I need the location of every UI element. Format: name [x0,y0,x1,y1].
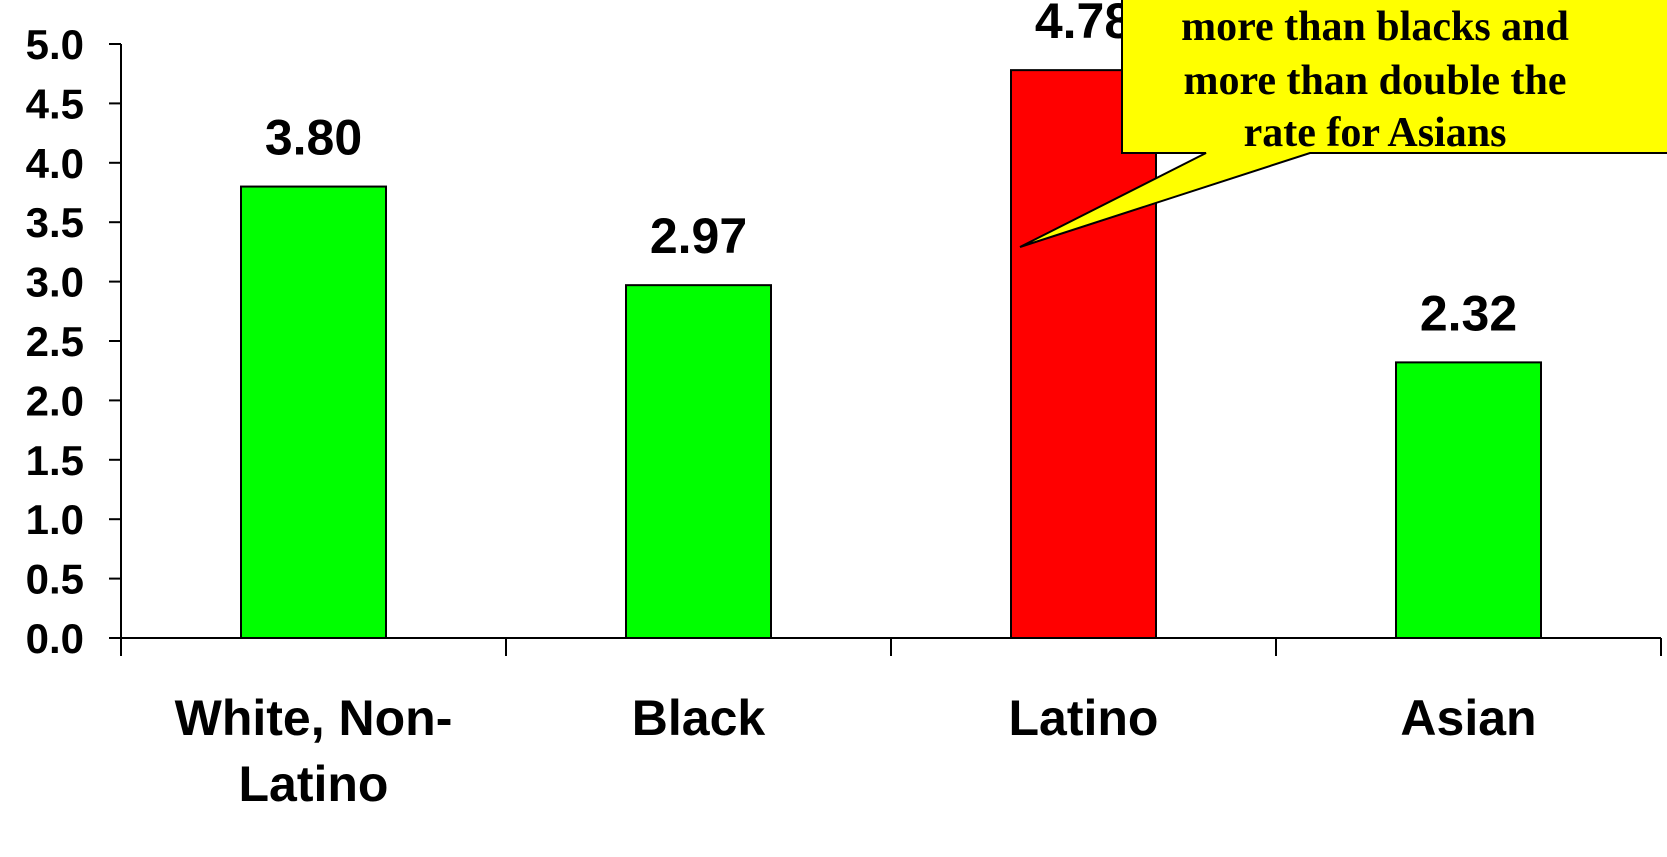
category-label: Black [632,690,766,746]
category-label-line: Latino [1009,690,1159,746]
category-label-line: Black [632,690,766,746]
bar-white-non-latino [240,185,387,639]
y-tick-label: 2.5 [26,318,84,365]
category-label-line: White, Non- [175,690,453,746]
category-label: White, Non- Latino [175,690,453,812]
category-label: Asian [1400,690,1536,746]
value-label: 2.97 [650,208,747,264]
y-tick-label: 2.0 [26,377,84,424]
y-tick-label: 5.0 [26,21,84,68]
category-label: Latino [1009,690,1159,746]
bar-black [625,284,772,639]
y-tick-label: 4.0 [26,140,84,187]
callout-text-line: more than blacks and [1181,4,1569,50]
callout: more than blacks and more than double the… [1019,0,1667,248]
y-tick-label: 3.5 [26,199,84,246]
y-tick-label: 0.0 [26,615,84,662]
callout-text-line: more than double the [1183,58,1566,104]
category-label-line: Asian [1400,690,1536,746]
y-tick-label: 1.5 [26,437,84,484]
y-axis-ticks: 0.0 0.5 1.0 1.5 2.0 2.5 3.0 3.5 4.0 4.5 5.0 [26,21,121,662]
category-labels: White, Non- Latino Black Latino Asian [175,690,1537,812]
bar-latino [1010,69,1157,640]
axes [120,44,1662,656]
bar-asian [1395,361,1542,639]
value-label: 2.32 [1420,285,1517,341]
bars [240,69,1542,640]
callout-box [1019,0,1667,248]
y-tick-label: 1.0 [26,496,84,543]
value-label: 4.78 [1035,0,1132,49]
value-label: 3.80 [265,110,362,166]
category-label-line: Latino [239,756,389,812]
y-tick-label: 4.5 [26,80,84,127]
y-tick-label: 3.0 [26,259,84,306]
value-labels: 3.80 2.97 4.78 2.32 [265,0,1517,341]
callout-text-line: rate for Asians [1244,110,1507,156]
y-tick-label: 0.5 [26,556,84,603]
